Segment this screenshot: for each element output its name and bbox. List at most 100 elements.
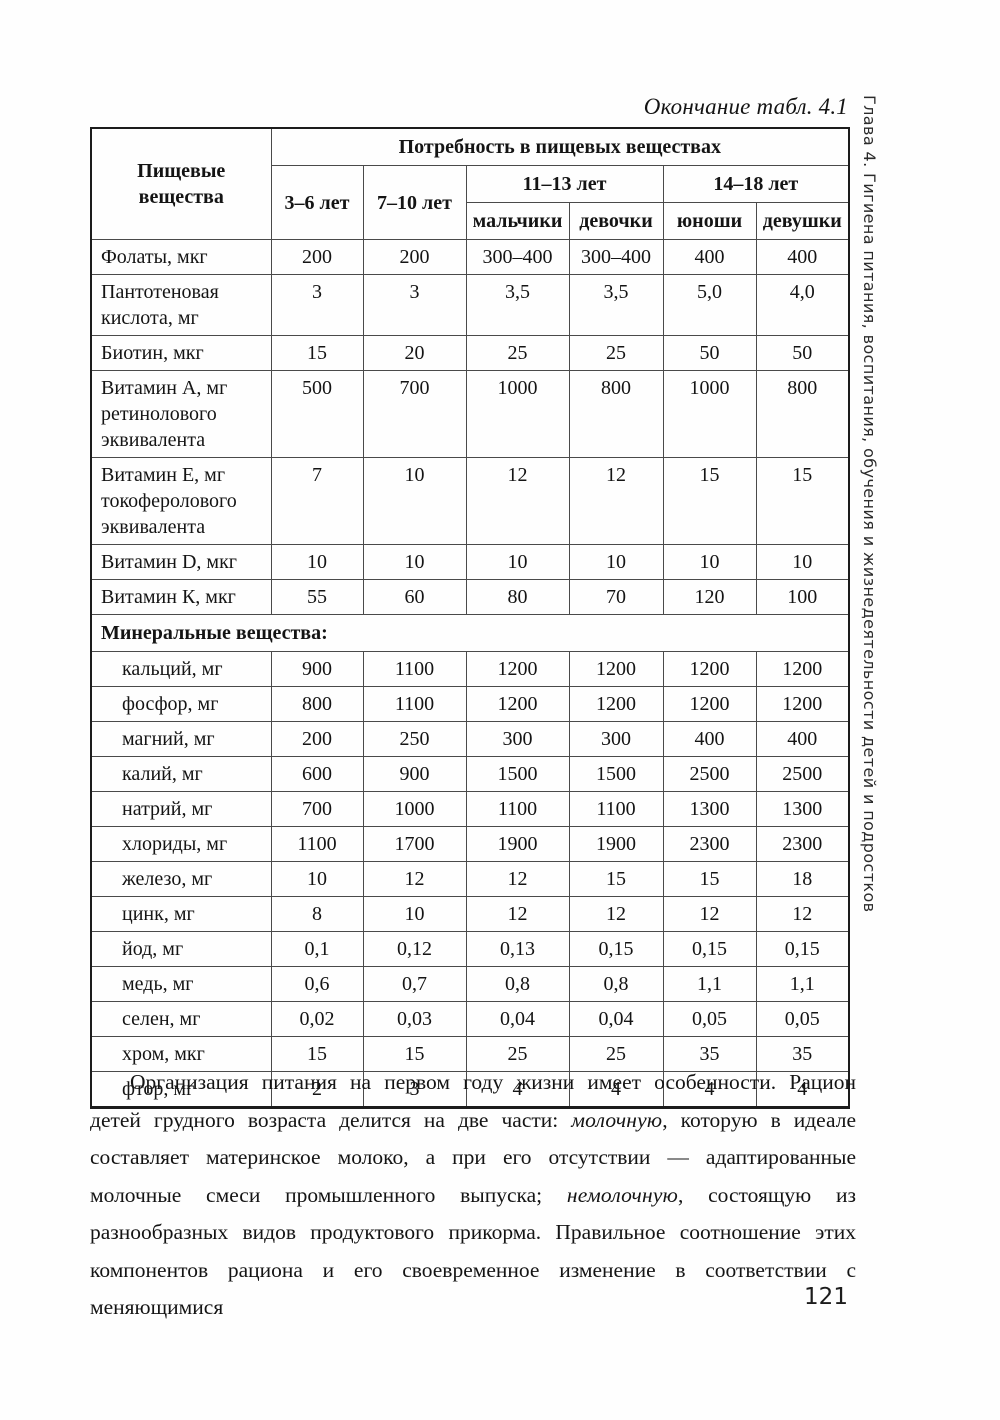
body-paragraph: Организация питания на первом году жизни… bbox=[90, 1064, 856, 1327]
value-cell: 4 bbox=[568, 1071, 664, 1108]
value-cell: 50 bbox=[755, 335, 850, 371]
table-row: магний, мг 200 250 300 300 400 400 bbox=[90, 721, 850, 757]
nutrient-label-cell: Витамин D, мкг bbox=[90, 544, 272, 580]
value-cell: 1500 bbox=[465, 756, 570, 792]
value-cell: 120 bbox=[662, 579, 757, 615]
paragraph-text: , которую в идеале составляет материнско… bbox=[90, 1107, 856, 1207]
value-cell: 10 bbox=[662, 544, 757, 580]
table-continuation-caption: Окончание табл. 4.1 bbox=[643, 94, 848, 119]
nutrient-label-cell: Витамин А, мг ретинолового эквивалента bbox=[90, 370, 272, 458]
value-cell: 1300 bbox=[755, 791, 850, 827]
value-cell: 12 bbox=[568, 457, 664, 545]
value-cell: 15 bbox=[270, 335, 364, 371]
value-cell: 1000 bbox=[662, 370, 757, 458]
value-cell: 7 bbox=[270, 457, 364, 545]
value-cell: 1900 bbox=[465, 826, 570, 862]
value-cell: 12 bbox=[662, 896, 757, 932]
section-label: Минеральные вещества: bbox=[90, 614, 850, 652]
header-row-3: мальчики девочки юноши девушки bbox=[91, 202, 850, 240]
section-row: Минеральные вещества: bbox=[90, 614, 850, 652]
value-cell: 1100 bbox=[362, 686, 467, 722]
table-row: Пантотеновая кислота, мг 3 3 3,5 3,5 5,0 4,0 bbox=[90, 274, 850, 336]
value-cell: 2300 bbox=[755, 826, 850, 862]
nutrient-label-cell: селен, мг bbox=[90, 1001, 272, 1037]
value-cell: 18 bbox=[755, 861, 850, 897]
value-cell: 25 bbox=[568, 335, 664, 371]
value-cell: 12 bbox=[755, 896, 850, 932]
value-cell: 12 bbox=[465, 861, 570, 897]
value-cell: 250 bbox=[362, 721, 467, 757]
value-cell: 800 bbox=[270, 686, 364, 722]
value-cell: 1300 bbox=[662, 791, 757, 827]
value-cell: 50 bbox=[662, 335, 757, 371]
value-cell: 60 bbox=[362, 579, 467, 615]
value-cell: 1500 bbox=[568, 756, 664, 792]
nutrient-label-cell: йод, мг bbox=[90, 931, 272, 967]
nutrient-label-cell: хлориды, мг bbox=[90, 826, 272, 862]
value-cell: 0,15 bbox=[568, 931, 664, 967]
value-cell: 0,03 bbox=[362, 1001, 467, 1037]
paragraph-text: Организация питания на первом году жизни… bbox=[90, 1070, 856, 1132]
nutrient-label-cell: магний, мг bbox=[90, 721, 272, 757]
table-row: натрий, мг 700 1000 1100 1100 1300 1300 bbox=[90, 791, 850, 827]
table-row: Витамин Е, мг токоферолового эквивалента… bbox=[90, 457, 850, 545]
value-cell: 500 bbox=[270, 370, 364, 458]
nutrient-label-cell: фосфор, мг bbox=[90, 686, 272, 722]
table-row: хлориды, мг 1100 1700 1900 1900 2300 2300 bbox=[90, 826, 850, 862]
value-cell: 0,05 bbox=[662, 1001, 757, 1037]
value-cell: 20 bbox=[362, 335, 467, 371]
value-cell: 700 bbox=[270, 791, 364, 827]
table-row: селен, мг 0,02 0,03 0,04 0,04 0,05 0,05 bbox=[90, 1001, 850, 1037]
table-row: Витамин К, мкг 55 60 80 70 120 100 bbox=[90, 579, 850, 615]
value-cell: 1200 bbox=[568, 686, 664, 722]
value-cell: 0,8 bbox=[465, 966, 570, 1002]
italic-term: молочную bbox=[571, 1107, 663, 1132]
nutrient-label-cell: Витамин К, мкг bbox=[90, 579, 272, 615]
value-cell: 3 bbox=[362, 1071, 467, 1108]
header-row-2: 3–6 лет 7–10 лет 11–13 лет 14–18 лет bbox=[91, 165, 850, 240]
table-row: Биотин, мкг 15 20 25 25 50 50 bbox=[90, 335, 850, 371]
value-cell: 200 bbox=[270, 721, 364, 757]
value-cell: 2500 bbox=[662, 756, 757, 792]
value-cell: 0,04 bbox=[568, 1001, 664, 1037]
value-cell: 15 bbox=[755, 457, 850, 545]
value-cell: 8 bbox=[270, 896, 364, 932]
value-cell: 0,1 bbox=[270, 931, 364, 967]
value-cell: 1,1 bbox=[662, 966, 757, 1002]
value-cell: 55 bbox=[270, 579, 364, 615]
value-cell: 300 bbox=[568, 721, 664, 757]
nutrient-label-cell: калий, мг bbox=[90, 756, 272, 792]
nutrient-label-cell: хром, мкг bbox=[90, 1036, 272, 1072]
table-row: хром, мкг 15 15 25 25 35 35 bbox=[90, 1036, 850, 1072]
value-cell: 0,15 bbox=[662, 931, 757, 967]
value-cell: 0,8 bbox=[568, 966, 664, 1002]
value-cell: 300 bbox=[465, 721, 570, 757]
value-cell: 0,02 bbox=[270, 1001, 364, 1037]
value-cell: 10 bbox=[362, 544, 467, 580]
value-cell: 35 bbox=[662, 1036, 757, 1072]
col-header-young-men: юноши bbox=[662, 202, 757, 240]
value-cell: 0,13 bbox=[465, 931, 570, 967]
table-row: медь, мг 0,6 0,7 0,8 0,8 1,1 1,1 bbox=[90, 966, 850, 1002]
value-cell: 3,5 bbox=[465, 274, 570, 336]
paragraph-text: , состоящую из разнообразных видов проду… bbox=[90, 1182, 856, 1320]
value-cell: 1200 bbox=[465, 651, 570, 687]
table-row: Фолаты, мкг 200 200 300–400 300–400 400 400 bbox=[90, 239, 850, 275]
nutrient-label-cell: Пантотеновая кислота, мг bbox=[90, 274, 272, 336]
value-cell: 1900 bbox=[568, 826, 664, 862]
value-cell: 25 bbox=[465, 335, 570, 371]
value-cell: 3 bbox=[362, 274, 467, 336]
nutrient-label-cell: цинк, мг bbox=[90, 896, 272, 932]
value-cell: 0,7 bbox=[362, 966, 467, 1002]
value-cell: 1000 bbox=[465, 370, 570, 458]
nutrient-label-cell: натрий, мг bbox=[90, 791, 272, 827]
page-number: 121 bbox=[804, 1284, 848, 1310]
value-cell: 15 bbox=[662, 457, 757, 545]
value-cell: 400 bbox=[755, 721, 850, 757]
nutrient-label-cell: фтор, мг bbox=[90, 1071, 272, 1108]
table-row: фосфор, мг 800 1100 1200 1200 1200 1200 bbox=[90, 686, 850, 722]
table-row: железо, мг 10 12 12 15 15 18 bbox=[90, 861, 850, 897]
header-row-1: Пищевые вещества Потребность в пищевых в… bbox=[90, 127, 850, 240]
value-cell: 100 bbox=[755, 579, 850, 615]
nutrient-label-cell: Витамин Е, мг токоферолового эквивалента bbox=[90, 457, 272, 545]
